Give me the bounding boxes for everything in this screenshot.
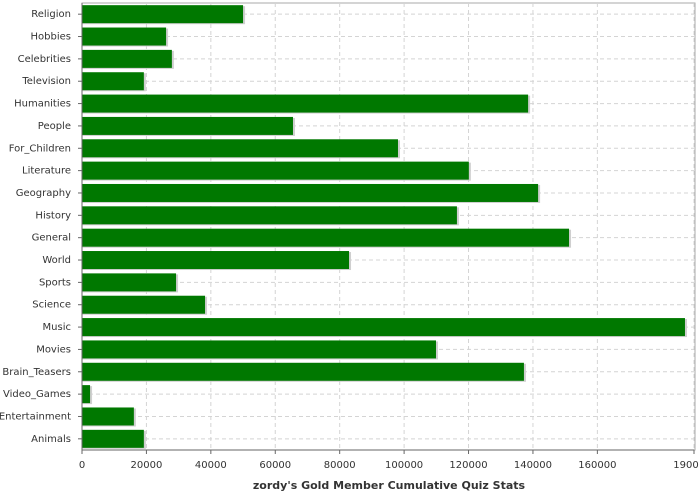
x-tick-label: 20000: [131, 460, 163, 471]
bar: [82, 362, 524, 381]
bar: [82, 116, 293, 135]
y-tick-label: History: [35, 210, 71, 221]
x-tick-label: 80000: [324, 460, 356, 471]
x-tick-label: 100000: [385, 460, 423, 471]
x-tick-label: 1900: [673, 460, 698, 471]
y-tick-label: Television: [21, 76, 71, 87]
bar: [82, 429, 144, 448]
bar: [82, 385, 91, 404]
bar: [82, 251, 350, 270]
y-tick-label: General: [32, 233, 71, 244]
y-tick-label: Literature: [22, 166, 71, 177]
bar: [82, 161, 469, 180]
y-tick-label: For_Children: [9, 143, 71, 154]
y-tick-label: Entertainment: [0, 411, 71, 422]
x-tick-label: 140000: [514, 460, 552, 471]
y-tick-label: Religion: [31, 9, 71, 20]
plot-area: [81, 2, 696, 451]
y-tick-label: Geography: [16, 188, 71, 199]
y-tick-label: World: [42, 255, 71, 266]
bar: [82, 72, 144, 91]
y-tick-label: Video_Games: [3, 389, 71, 400]
bar: [82, 5, 244, 24]
x-tick-label: 0: [79, 460, 85, 471]
bar: [82, 94, 529, 113]
x-axis-title: zordy's Gold Member Cumulative Quiz Stat…: [253, 479, 526, 492]
y-tick-label: People: [38, 121, 71, 132]
bar: [82, 295, 206, 314]
bar: [82, 340, 436, 359]
y-tick-label: Movies: [36, 344, 71, 355]
x-tick-label: 160000: [578, 460, 616, 471]
y-tick-label: Humanities: [14, 99, 71, 110]
y-tick-label: Hobbies: [31, 32, 71, 43]
y-tick-label: Celebrities: [18, 54, 71, 65]
bar: [82, 183, 539, 202]
x-tick-label: 120000: [449, 460, 487, 471]
bar: [82, 407, 134, 426]
bar: [82, 49, 172, 68]
bar: [82, 206, 457, 225]
bar: [82, 139, 398, 158]
bar: [82, 273, 177, 292]
bar: [82, 318, 685, 337]
x-tick-label: 40000: [195, 460, 227, 471]
y-tick-label: Animals: [31, 434, 71, 445]
y-tick-label: Brain_Teasers: [2, 367, 71, 378]
x-tick-label: 60000: [259, 460, 291, 471]
bar: [82, 228, 570, 247]
y-tick-label: Music: [43, 322, 71, 333]
bar: [82, 27, 167, 46]
y-tick-label: Sports: [39, 277, 71, 288]
y-tick-label: Science: [32, 300, 71, 311]
